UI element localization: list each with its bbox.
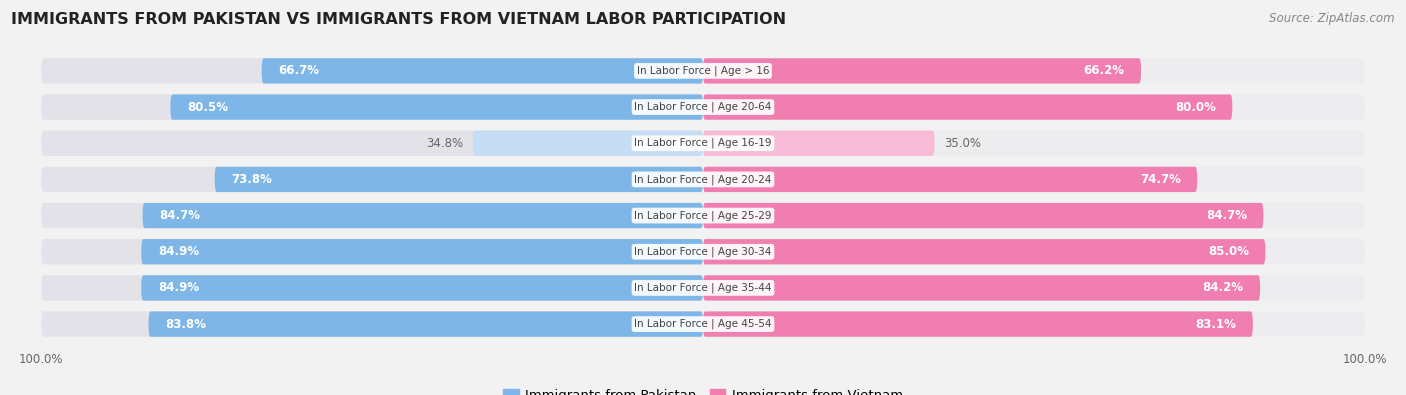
FancyBboxPatch shape xyxy=(703,58,1142,84)
Text: 83.1%: 83.1% xyxy=(1195,318,1236,331)
FancyBboxPatch shape xyxy=(41,131,703,156)
Text: 74.7%: 74.7% xyxy=(1140,173,1181,186)
Text: In Labor Force | Age 16-19: In Labor Force | Age 16-19 xyxy=(634,138,772,149)
FancyBboxPatch shape xyxy=(141,275,703,301)
FancyBboxPatch shape xyxy=(170,94,703,120)
FancyBboxPatch shape xyxy=(41,239,703,264)
FancyBboxPatch shape xyxy=(703,167,1365,192)
Text: In Labor Force | Age 45-54: In Labor Force | Age 45-54 xyxy=(634,319,772,329)
Text: Source: ZipAtlas.com: Source: ZipAtlas.com xyxy=(1270,12,1395,25)
Text: 80.0%: 80.0% xyxy=(1175,101,1216,114)
Text: 73.8%: 73.8% xyxy=(231,173,273,186)
Text: 66.7%: 66.7% xyxy=(278,64,319,77)
FancyBboxPatch shape xyxy=(41,275,703,301)
FancyBboxPatch shape xyxy=(41,167,703,192)
Text: 83.8%: 83.8% xyxy=(165,318,207,331)
Text: 85.0%: 85.0% xyxy=(1208,245,1249,258)
Text: 84.2%: 84.2% xyxy=(1202,281,1243,294)
Text: In Labor Force | Age 20-24: In Labor Force | Age 20-24 xyxy=(634,174,772,185)
Text: 80.5%: 80.5% xyxy=(187,101,228,114)
Text: 84.7%: 84.7% xyxy=(1206,209,1247,222)
FancyBboxPatch shape xyxy=(41,58,703,84)
FancyBboxPatch shape xyxy=(703,203,1264,228)
FancyBboxPatch shape xyxy=(703,167,1198,192)
Text: 35.0%: 35.0% xyxy=(945,137,981,150)
FancyBboxPatch shape xyxy=(703,58,1365,84)
FancyBboxPatch shape xyxy=(703,239,1265,264)
FancyBboxPatch shape xyxy=(472,131,703,156)
FancyBboxPatch shape xyxy=(703,275,1365,301)
FancyBboxPatch shape xyxy=(149,311,703,337)
FancyBboxPatch shape xyxy=(41,94,703,120)
FancyBboxPatch shape xyxy=(703,311,1365,337)
FancyBboxPatch shape xyxy=(703,239,1365,264)
FancyBboxPatch shape xyxy=(703,94,1365,120)
FancyBboxPatch shape xyxy=(262,58,703,84)
FancyBboxPatch shape xyxy=(41,311,703,337)
Text: 66.2%: 66.2% xyxy=(1084,64,1125,77)
FancyBboxPatch shape xyxy=(215,167,703,192)
Text: In Labor Force | Age 20-64: In Labor Force | Age 20-64 xyxy=(634,102,772,112)
FancyBboxPatch shape xyxy=(703,131,935,156)
FancyBboxPatch shape xyxy=(41,203,703,228)
Text: In Labor Force | Age > 16: In Labor Force | Age > 16 xyxy=(637,66,769,76)
FancyBboxPatch shape xyxy=(142,203,703,228)
FancyBboxPatch shape xyxy=(703,275,1260,301)
Legend: Immigrants from Pakistan, Immigrants from Vietnam: Immigrants from Pakistan, Immigrants fro… xyxy=(498,384,908,395)
Text: 84.7%: 84.7% xyxy=(159,209,200,222)
Text: In Labor Force | Age 30-34: In Labor Force | Age 30-34 xyxy=(634,246,772,257)
FancyBboxPatch shape xyxy=(703,203,1365,228)
Text: In Labor Force | Age 25-29: In Labor Force | Age 25-29 xyxy=(634,210,772,221)
FancyBboxPatch shape xyxy=(703,94,1232,120)
FancyBboxPatch shape xyxy=(141,239,703,264)
Text: 84.9%: 84.9% xyxy=(157,281,198,294)
Text: 34.8%: 34.8% xyxy=(426,137,463,150)
Text: In Labor Force | Age 35-44: In Labor Force | Age 35-44 xyxy=(634,283,772,293)
FancyBboxPatch shape xyxy=(703,131,1365,156)
Text: 84.9%: 84.9% xyxy=(157,245,198,258)
Text: IMMIGRANTS FROM PAKISTAN VS IMMIGRANTS FROM VIETNAM LABOR PARTICIPATION: IMMIGRANTS FROM PAKISTAN VS IMMIGRANTS F… xyxy=(11,12,786,27)
FancyBboxPatch shape xyxy=(703,311,1253,337)
